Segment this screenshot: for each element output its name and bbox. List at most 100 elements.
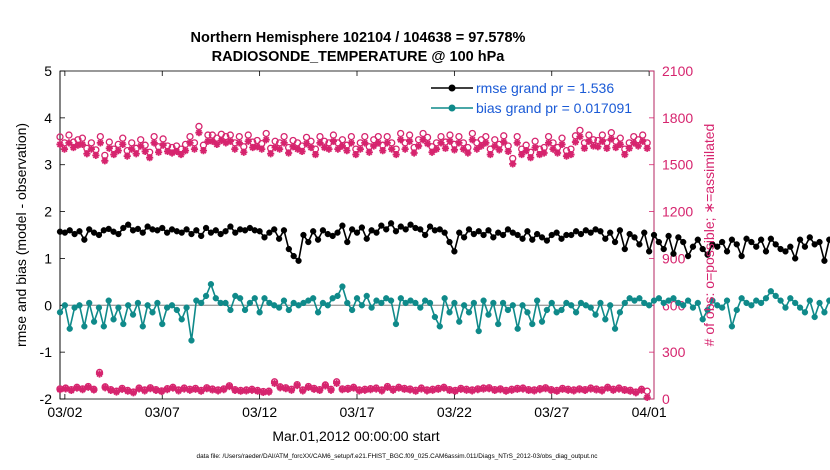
- bias-point: [792, 299, 799, 307]
- rmse-point: [280, 227, 288, 234]
- obs-assimilated-point: [423, 140, 432, 148]
- rmse-point: [426, 223, 434, 230]
- obs-assimilated-point: [107, 386, 115, 395]
- bias-point: [777, 297, 784, 304]
- obs-assimilated-point: [197, 387, 205, 395]
- obs-assimilated-point: [267, 150, 275, 158]
- obs-assimilated-point: [379, 147, 387, 155]
- bias-point: [694, 299, 701, 307]
- obs-assimilated-point: [90, 386, 98, 394]
- bias-point: [572, 309, 580, 316]
- rmse-point: [631, 234, 638, 241]
- rmse-point: [553, 229, 560, 236]
- y-left-tick-label: 2: [44, 204, 52, 220]
- obs-assimilated-point: [474, 386, 482, 394]
- obs-assimilated-point: [406, 137, 414, 145]
- bias-point: [90, 318, 98, 325]
- obs-assimilated-point: [204, 137, 212, 145]
- rmse-point: [358, 224, 366, 231]
- bias-point: [456, 318, 463, 325]
- obs-assimilated-point: [607, 135, 615, 143]
- bias-point: [66, 325, 73, 332]
- rmse-point: [115, 230, 122, 238]
- obs-assimilated-point: [220, 386, 228, 394]
- bias-point: [353, 295, 361, 302]
- obs-assimilated-point: [56, 386, 64, 394]
- obs-assimilated-point: [168, 149, 176, 157]
- obs-assimilated-point: [199, 147, 208, 155]
- obs-assimilated-point: [110, 150, 118, 159]
- bias-point: [733, 306, 740, 314]
- obs-possible-point: [65, 131, 73, 139]
- obs-assimilated-point: [437, 139, 445, 147]
- obs-possible-point: [531, 137, 539, 145]
- obs-assimilated-point: [637, 386, 646, 394]
- bias-point: [95, 304, 103, 311]
- rmse-point: [188, 230, 195, 238]
- obs-assimilated-point: [491, 142, 499, 150]
- rmse-point: [519, 235, 526, 242]
- bias-point: [56, 309, 64, 316]
- bias-point: [587, 304, 594, 311]
- bias-point: [719, 304, 726, 311]
- bias-point: [811, 313, 818, 321]
- obs-assimilated-point: [621, 386, 629, 395]
- legend-rmse-label: rmse grand pr = 1.536: [476, 80, 614, 96]
- obs-assimilated-point: [231, 145, 239, 153]
- obs-assimilated-point: [502, 387, 510, 395]
- rmse-point: [183, 226, 190, 233]
- obs-assimilated-point: [128, 145, 136, 153]
- y-right-tick-label: 0: [662, 391, 670, 407]
- bias-point: [465, 309, 473, 316]
- obs-assimilated-point: [316, 386, 324, 395]
- bias-point: [251, 295, 258, 302]
- rmse-point: [422, 231, 429, 239]
- obs-assimilated-point: [634, 142, 642, 150]
- obs-assimilated-point: [419, 136, 427, 144]
- obs-assimilated-point: [643, 144, 651, 152]
- bias-point: [188, 337, 195, 344]
- rmse-point: [387, 220, 395, 227]
- bias-point: [412, 299, 419, 307]
- rmse-point: [806, 234, 813, 241]
- rmse-point: [348, 226, 356, 233]
- bias-point: [538, 318, 546, 325]
- obs-assimilated-point: [284, 149, 293, 157]
- obs-assimilated-point: [155, 148, 163, 156]
- obs-assimilated-point: [311, 150, 320, 159]
- bias-point: [159, 320, 166, 328]
- obs-possible-point: [383, 132, 391, 141]
- obs-possible-point: [513, 132, 521, 141]
- obs-assimilated-point: [451, 387, 459, 395]
- obs-assimilated-point: [118, 385, 126, 393]
- obs-assimilated-point: [615, 385, 623, 393]
- obs-possible-point: [468, 129, 477, 138]
- obs-assimilated-point: [352, 150, 360, 159]
- obs-possible-point: [598, 131, 607, 139]
- obs-assimilated-point: [67, 386, 75, 395]
- y-right-tick-label: 900: [662, 250, 686, 266]
- bias-point: [826, 297, 830, 304]
- rmse-point: [607, 229, 614, 236]
- bias-point: [110, 316, 117, 323]
- series-assimilated: [56, 129, 651, 168]
- rmse-point: [144, 223, 151, 230]
- obs-assimilated-point: [114, 147, 122, 155]
- bias-point: [387, 297, 395, 304]
- obs-assimilated-point: [553, 387, 561, 395]
- obs-assimilated-point: [372, 385, 380, 393]
- rmse-point: [446, 238, 453, 246]
- rmse-point: [733, 241, 740, 248]
- x-tick-label: 03/27: [534, 404, 569, 420]
- obs-assimilated-point: [310, 385, 318, 393]
- obs-assimilated-point: [119, 140, 127, 149]
- obs-assimilated-point: [536, 150, 544, 159]
- obs-assimilated-point: [237, 387, 245, 395]
- bias-point: [61, 302, 69, 309]
- obs-possible-point: [361, 132, 369, 141]
- obs-assimilated-point: [321, 382, 329, 390]
- rmse-point: [261, 234, 268, 241]
- bias-point: [806, 297, 813, 304]
- obs-assimilated-point: [280, 139, 288, 147]
- obs-assimilated-point: [101, 384, 109, 392]
